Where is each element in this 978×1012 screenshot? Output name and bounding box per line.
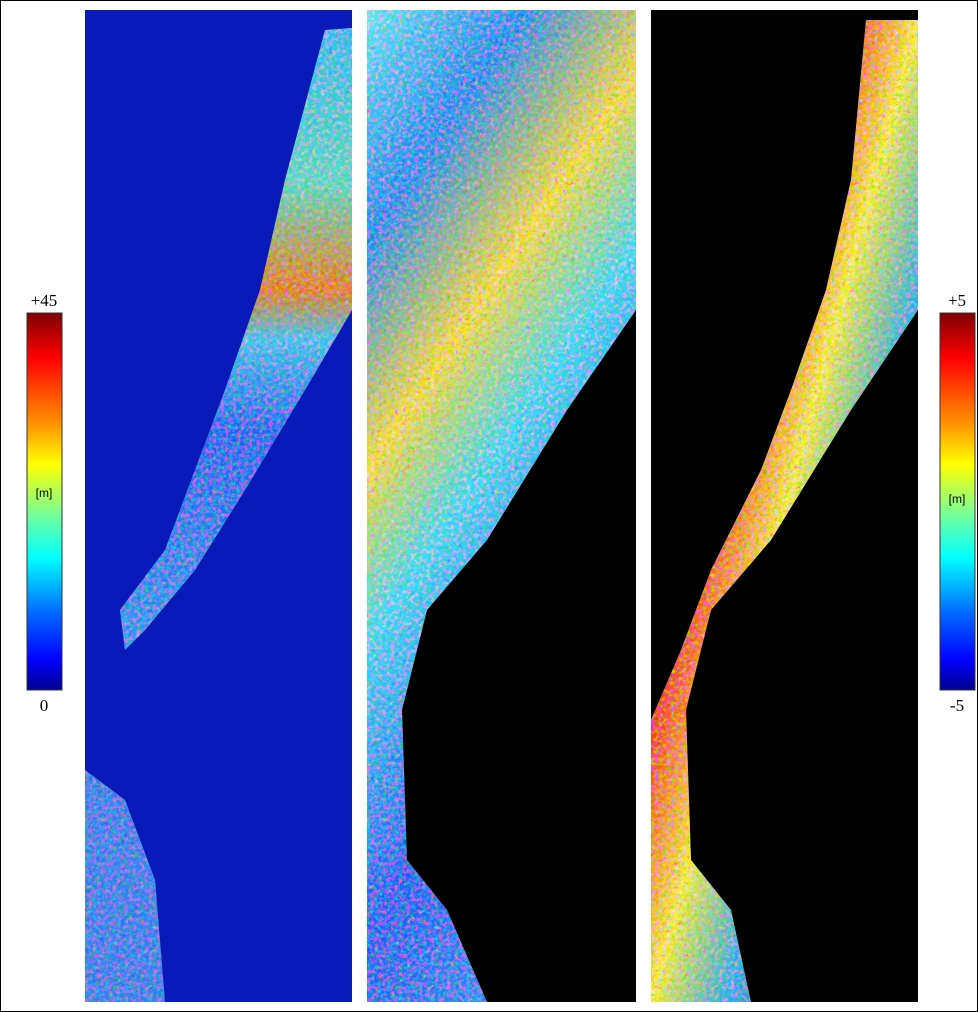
panel-height (85, 10, 352, 1002)
figure: +45 [m] 0 +5 [m] -5 (0, 0, 978, 1012)
colorbar-top-label: +5 (948, 291, 966, 310)
panel-dem (367, 10, 636, 1002)
colorbar (27, 313, 62, 690)
page: +45 [m] 0 +5 [m] -5 (() => { const data … (0, 0, 978, 1012)
colorbar-top-label: +45 (31, 291, 58, 310)
colorbar-bottom-label: -5 (950, 696, 964, 715)
colorbar-unit: [m] (949, 492, 966, 506)
colorbar-unit: [m] (36, 486, 53, 500)
panel-difference (651, 10, 918, 1002)
colorbar-bottom-label: 0 (40, 696, 49, 715)
